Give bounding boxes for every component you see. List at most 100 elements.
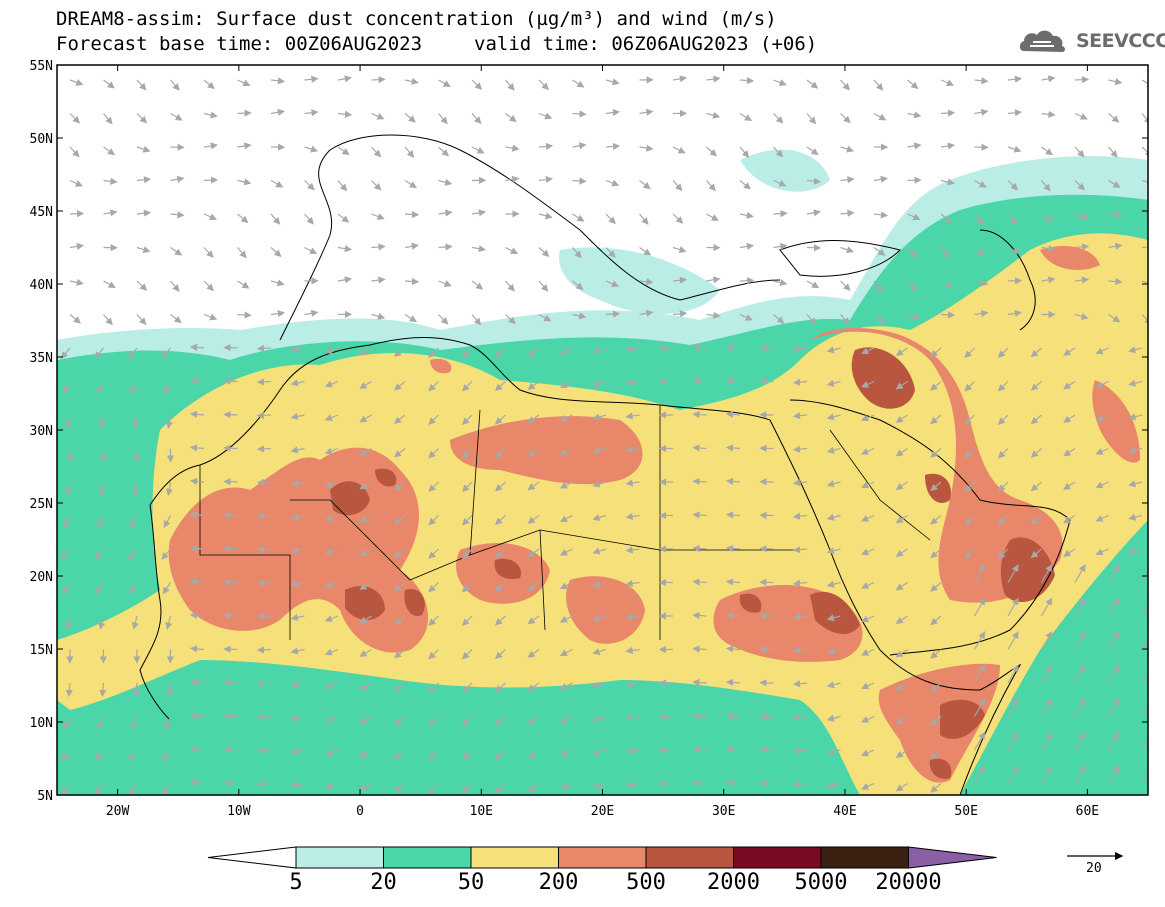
wind-arrow [1141,178,1148,186]
wind-arrow [256,344,272,352]
wind-arrow [1041,75,1056,83]
wind-arrow [270,77,286,85]
wind-arrow [404,313,417,323]
wind-arrow [625,713,640,721]
wind-arrow [527,582,540,591]
wind-arrow [1007,246,1021,254]
wind-arrow [94,749,104,762]
wind-arrow [592,782,607,789]
wind-arrow [337,245,353,253]
wind-arrow [1007,597,1019,617]
wind-arrow [223,411,238,419]
wind-arrow [324,380,339,388]
wind-arrow [692,410,707,419]
wind-arrow [324,615,339,622]
wind-arrow [639,247,652,256]
wind-arrow [861,648,875,656]
wind-arrow [625,747,640,755]
wind-arrow [605,78,620,86]
wind-arrow [1041,213,1053,223]
contour-200-500 [430,358,452,374]
wind-arrow [494,783,506,794]
lon-tick-label: 30E [712,804,735,819]
wind-arrow [1107,698,1120,717]
wind-arrow [1007,664,1019,684]
wind-arrow [189,410,205,418]
wind-arrow [895,716,908,725]
wind-arrow [324,581,339,589]
wind-arrow [494,716,506,727]
wind-arrow [527,414,540,424]
wind-arrow [592,447,607,454]
wind-arrow [773,79,787,86]
lat-tick-label: 50N [30,132,53,147]
wind-arrow [428,783,439,794]
wind-arrow [136,280,148,291]
wind-arrow [290,680,305,688]
lon-tick-label: 20E [591,804,614,819]
wind-arrow [1063,481,1076,490]
wind-arrow [895,615,908,624]
wind-arrow [997,481,1009,492]
wind-arrow [895,481,908,490]
wind-arrow [974,247,986,257]
wind-arrow [170,314,182,324]
wind-arrow [1141,564,1148,583]
wind-arrow [494,749,506,760]
wind-arrow [559,447,573,455]
wind-arrow [131,615,139,630]
wind-arrow [1128,547,1143,555]
wind-arrow [806,146,819,156]
contour-500-2000 [739,593,762,613]
wind-arrow [161,347,171,359]
wind-arrow [940,142,956,150]
wind-arrow [461,448,473,459]
wind-arrow [1141,631,1148,650]
wind-arrow [1095,380,1109,388]
wind-arrow [428,515,439,526]
wind-arrow [359,514,372,523]
wind-arrow [103,113,113,125]
wind-arrow [69,79,84,86]
wind-arrow [538,142,554,150]
wind-arrow [270,279,285,287]
wind-arrow [1095,481,1109,489]
wind-arrow [371,112,385,120]
wind-arrow [237,142,252,150]
wind-arrow [940,213,952,224]
lon-tick-label: 50E [954,804,977,819]
wind-arrow [63,381,71,395]
wind-arrow [165,615,173,630]
wind-arrow [505,144,520,152]
wind-arrow [997,347,1009,358]
wind-arrow [605,142,621,151]
wind-arrow [223,511,238,519]
wind-arrow [290,546,305,554]
wind-arrow [895,548,908,557]
wind-arrow [324,749,339,756]
wind-arrow [393,515,406,525]
wind-arrow [203,213,218,221]
colorbar-segment [295,846,384,869]
wind-arrow [806,177,822,185]
wind-arrow [1074,312,1089,320]
wind-arrow [973,765,986,784]
wind-arrow [572,280,584,291]
wind-arrow [359,715,372,724]
wind-arrow [625,445,640,453]
wind-arrow [290,747,305,755]
wind-arrow [964,347,975,358]
wind-arrow [873,211,889,219]
wind-arrow [461,347,473,359]
wind-arrow [592,547,607,555]
wind-arrow [1063,380,1076,390]
wind-arrow [1095,414,1109,422]
wind-arrow [940,178,955,186]
wind-arrow [592,413,607,421]
wind-arrow [792,512,808,520]
wind-arrow [930,716,942,726]
wind-arrow [256,378,272,386]
wind-arrow [964,381,975,392]
wind-arrow [792,345,808,353]
colorbar-segment [645,846,734,869]
